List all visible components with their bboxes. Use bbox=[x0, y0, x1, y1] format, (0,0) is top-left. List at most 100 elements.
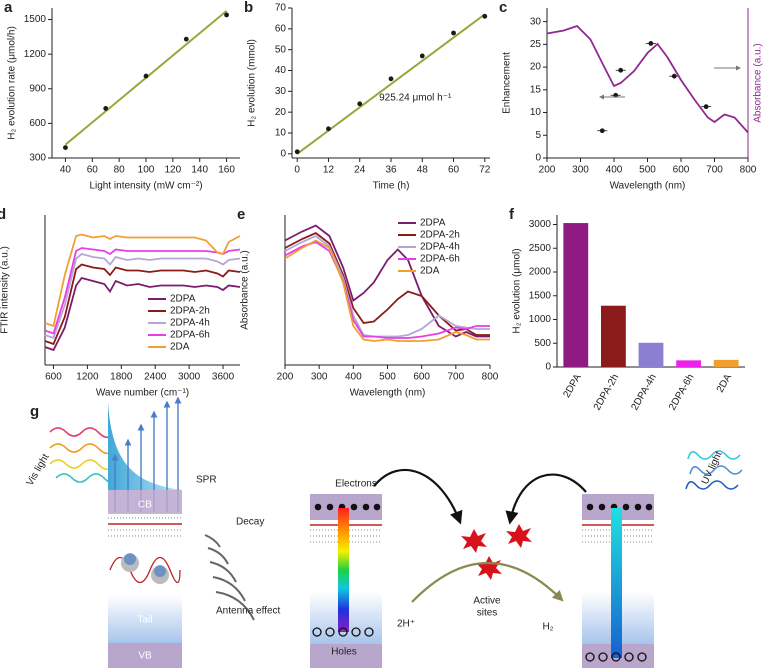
y-tick-label: 1500 bbox=[529, 290, 552, 301]
x-tick-label: 600 bbox=[673, 165, 690, 176]
data-point bbox=[224, 12, 229, 18]
bar bbox=[563, 223, 589, 367]
data-line bbox=[284, 241, 490, 339]
bar bbox=[638, 342, 664, 367]
y-tick-label: 60 bbox=[275, 23, 287, 34]
y-axis-label: Enhancement bbox=[502, 52, 513, 114]
data-point bbox=[143, 73, 149, 79]
vb-band bbox=[108, 643, 182, 668]
x-axis-label: Wavelength (nm) bbox=[350, 388, 426, 399]
electrons bbox=[314, 503, 381, 511]
vis-light-label: Vis light bbox=[25, 452, 52, 488]
x-tick-label: 48 bbox=[417, 165, 429, 176]
y-tick-label: 2000 bbox=[529, 267, 552, 278]
panel-label: g bbox=[30, 403, 39, 420]
data-line bbox=[44, 276, 241, 352]
y-tick-label: 30 bbox=[275, 86, 287, 97]
trap-levels bbox=[108, 517, 182, 537]
x-tick-label: 24 bbox=[354, 165, 366, 176]
cb-band bbox=[108, 490, 182, 514]
x-tick-label: 3600 bbox=[212, 372, 235, 383]
data-point bbox=[294, 149, 300, 155]
x-tick-label: 40 bbox=[60, 165, 72, 176]
electron-arrow bbox=[505, 473, 587, 525]
h-plus-label: 2H⁺ bbox=[397, 619, 415, 630]
x-tick-label: 700 bbox=[706, 165, 723, 176]
tail-label: Tail bbox=[137, 615, 152, 626]
y-tick-label: 3000 bbox=[529, 219, 552, 230]
x-tick-label: 2DPA bbox=[561, 372, 583, 400]
x-tick-label: 700 bbox=[447, 372, 464, 383]
data-line bbox=[44, 247, 241, 335]
y-tick-label: 5 bbox=[535, 130, 541, 141]
data-point bbox=[648, 41, 654, 46]
y-tick-label: 15 bbox=[530, 84, 542, 95]
y-tick-label: 50 bbox=[275, 44, 287, 55]
diagram: g Vis light SPR CB Tail VB Decay Antenna… bbox=[25, 396, 743, 668]
x-tick-label: 140 bbox=[191, 165, 208, 176]
x-tick-label: 800 bbox=[482, 372, 499, 383]
y-axis-label: H₂ evolution (μmol) bbox=[512, 248, 523, 333]
x-tick-label: 500 bbox=[379, 372, 396, 383]
electrons-label: Electrons bbox=[335, 479, 377, 490]
data-line bbox=[44, 233, 241, 328]
spr-label: SPR bbox=[196, 475, 217, 486]
h2-label: H₂ bbox=[542, 622, 553, 633]
data-point bbox=[671, 73, 677, 79]
cb-label: CB bbox=[138, 500, 152, 511]
legend-label: 2DPA bbox=[420, 218, 446, 229]
data-point bbox=[63, 145, 68, 151]
legend-label: 2DPA-2h bbox=[170, 306, 210, 317]
y-tick-label: 600 bbox=[29, 118, 46, 129]
x-tick-label: 600 bbox=[413, 372, 430, 383]
particle-core bbox=[154, 565, 166, 577]
spr-shape bbox=[108, 402, 182, 490]
x-tick-label: 12 bbox=[323, 165, 335, 176]
data-point bbox=[599, 128, 605, 134]
legend-label: 2DPA-6h bbox=[170, 330, 210, 341]
x-tick-label: 300 bbox=[572, 165, 589, 176]
data-point bbox=[703, 104, 709, 110]
x-tick-label: 100 bbox=[138, 165, 155, 176]
panel-label: a bbox=[4, 0, 13, 16]
x-axis-label: Time (h) bbox=[373, 181, 410, 192]
x-tick-label: 2DPA-6h bbox=[667, 372, 696, 412]
tail-band bbox=[108, 595, 182, 643]
data-point bbox=[451, 30, 456, 36]
x-tick-label: 1800 bbox=[110, 372, 133, 383]
y-axis-label: FTIR intensity (a.u.) bbox=[0, 246, 11, 334]
y-tick-label: 0 bbox=[545, 362, 551, 373]
data-line bbox=[44, 253, 241, 340]
excitation-bar bbox=[611, 508, 622, 658]
vb-label: VB bbox=[138, 651, 152, 662]
data-line bbox=[284, 239, 490, 342]
vis-waves bbox=[49, 427, 117, 485]
decay-arcs bbox=[204, 534, 255, 621]
y-tick-label: 2500 bbox=[529, 243, 552, 254]
bar bbox=[676, 360, 702, 367]
y-tick-label: 20 bbox=[530, 62, 542, 73]
y-tick-label: 10 bbox=[275, 128, 287, 139]
x-tick-label: 60 bbox=[448, 165, 460, 176]
y-tick-label: 40 bbox=[275, 65, 287, 76]
y-axis-label: Absorbance (a.u.) bbox=[240, 250, 251, 330]
y-axis-label: H₂ evolution (mmol) bbox=[247, 39, 258, 127]
y-tick-label: 10 bbox=[530, 107, 542, 118]
y-tick-label: 30 bbox=[530, 16, 542, 27]
panel-label: f bbox=[509, 206, 515, 223]
y-tick-label: 1200 bbox=[24, 49, 47, 60]
data-line bbox=[284, 231, 490, 336]
data-line bbox=[284, 224, 490, 338]
x-tick-label: 2DPA-2h bbox=[592, 372, 621, 412]
data-point bbox=[482, 13, 488, 19]
uv-light-label: UV light bbox=[700, 450, 725, 487]
legend-label: 2DPA-4h bbox=[170, 318, 210, 329]
x-tick-label: 120 bbox=[165, 165, 182, 176]
x-tick-label: 1200 bbox=[76, 372, 99, 383]
y-tick-label: 500 bbox=[534, 338, 551, 349]
uv-waves bbox=[685, 450, 743, 490]
data-point bbox=[326, 126, 331, 132]
legend-label: 2DPA bbox=[170, 294, 196, 305]
legend-label: 2DA bbox=[170, 342, 190, 353]
